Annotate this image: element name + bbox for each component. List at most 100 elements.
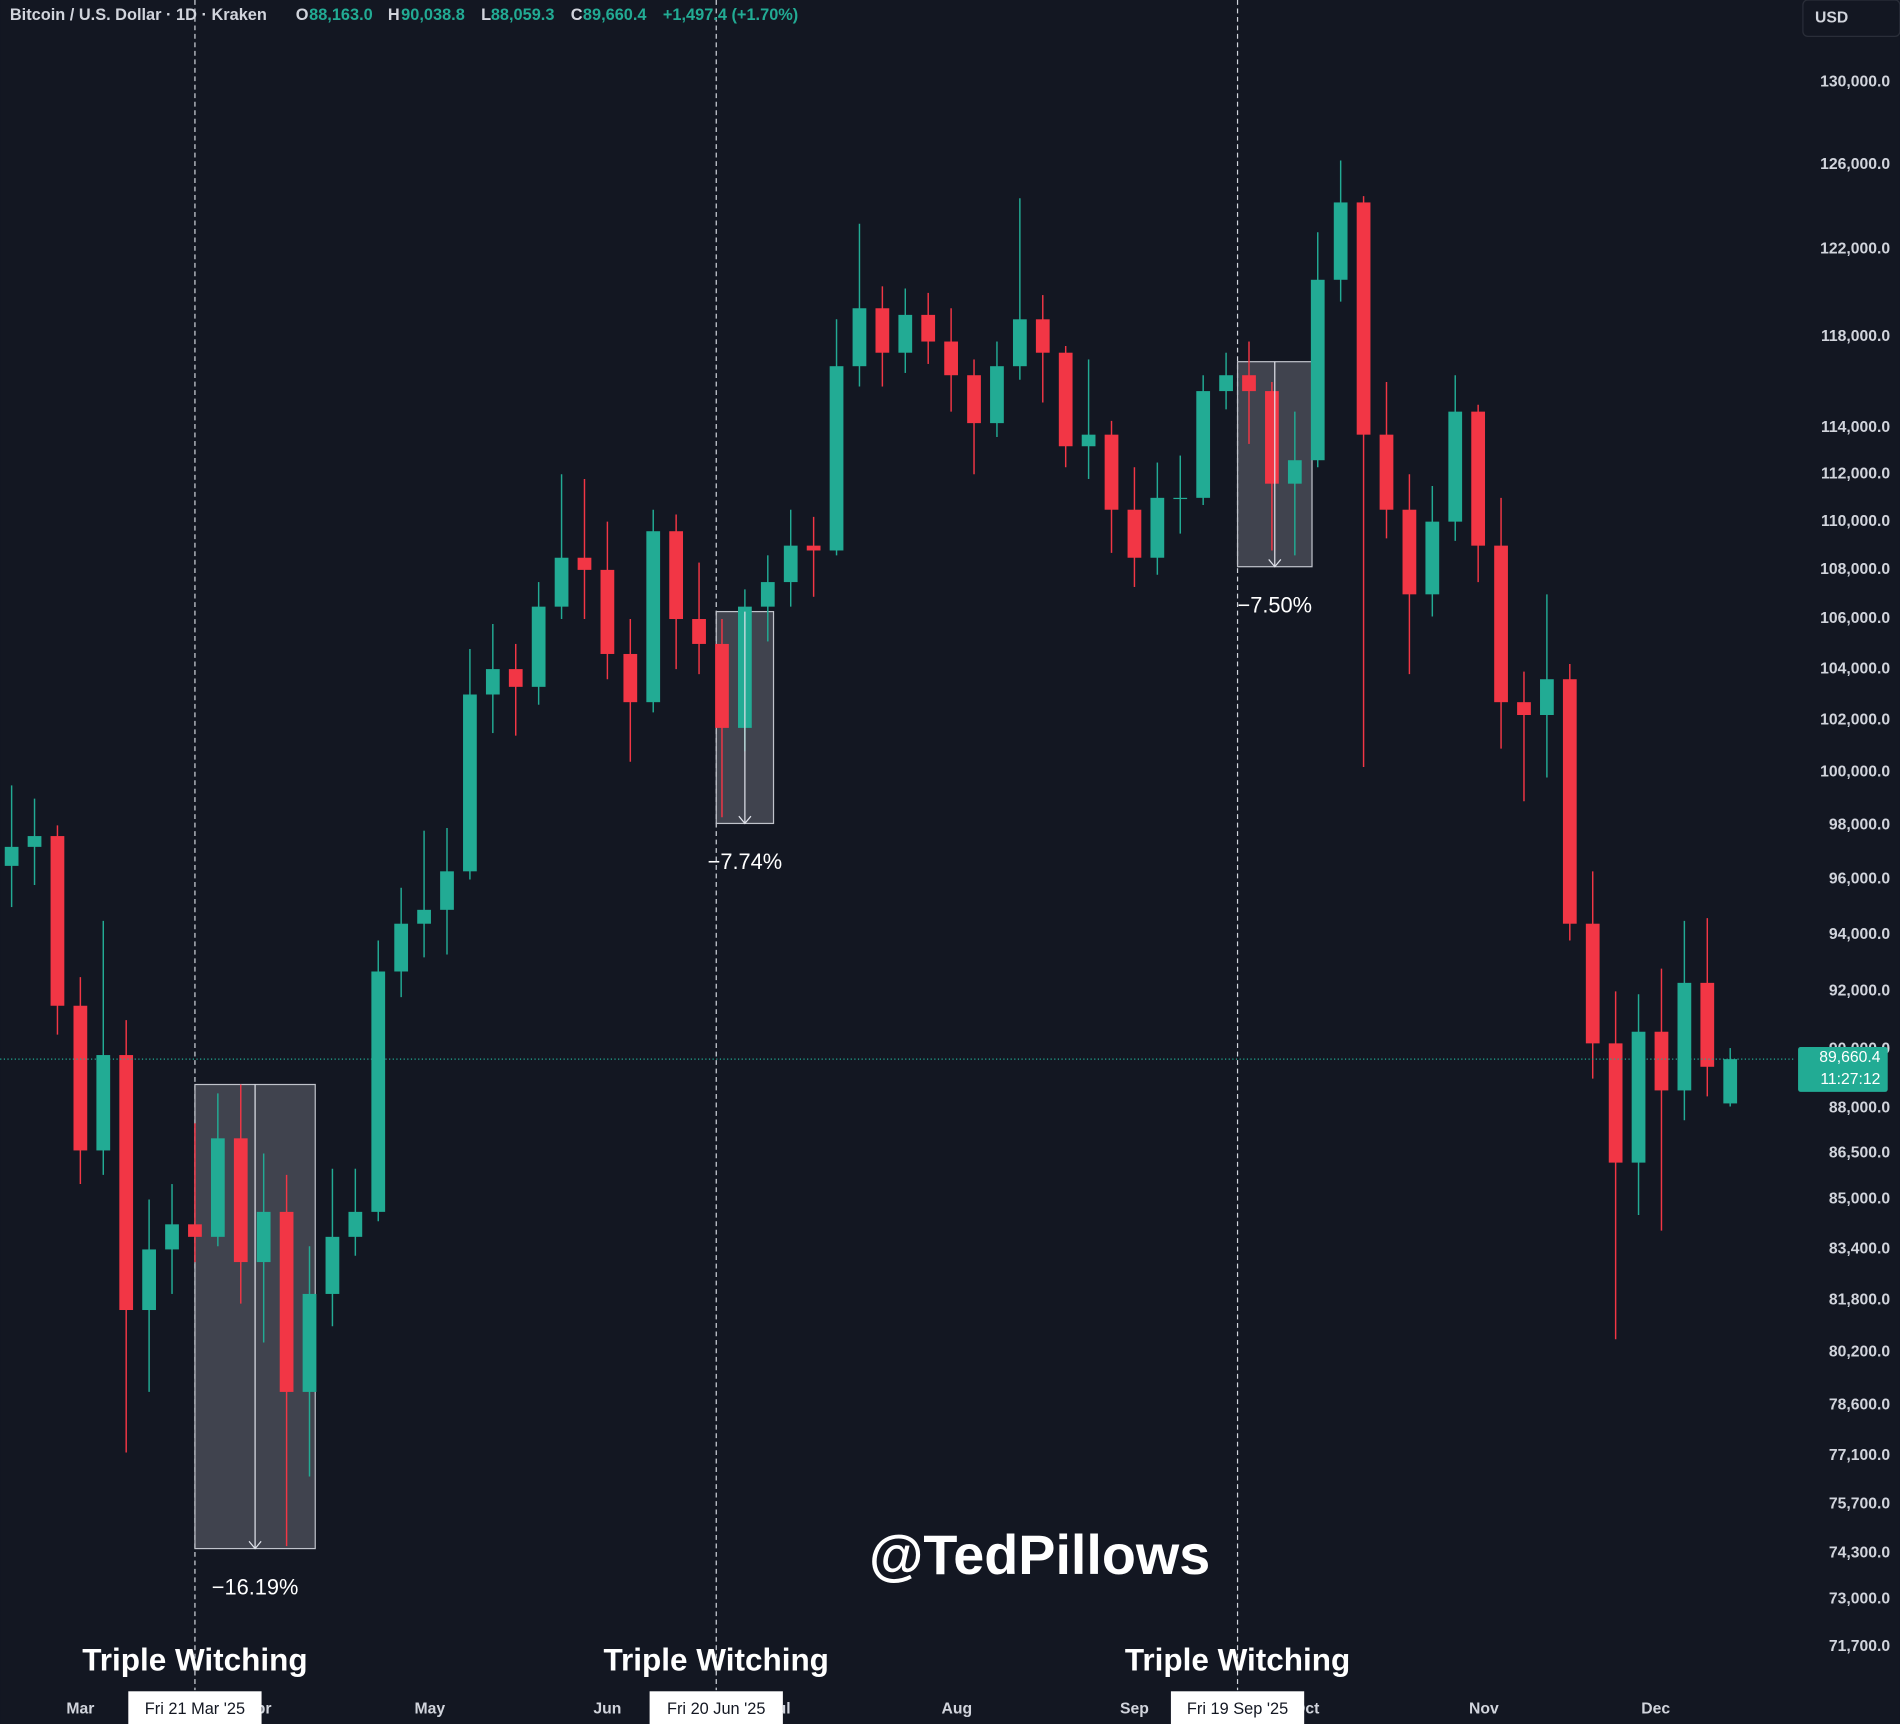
candle-body [1127,509,1142,558]
ohlc-key: L [481,6,491,24]
ohlc-value: 88,163.0 [309,6,373,24]
event-label: Triple Witching [1125,1642,1350,1678]
last-price-label: 89,660.4 [1819,1049,1880,1066]
candle-body [1631,1031,1646,1163]
ohlc-value: 89,660.4 [583,6,647,24]
candle-body [1677,982,1692,1091]
y-tick-label: 96,000.0 [1829,871,1890,888]
measure-label: −7.74% [708,849,783,874]
candle-body [1448,411,1463,522]
candle-body [875,308,890,353]
x-tick-label: May [415,1701,446,1718]
candle-body [1471,411,1486,546]
candle-body [1242,375,1256,392]
countdown: 11:27:12 [1820,1071,1880,1088]
symbol-title: Bitcoin / U.S. Dollar · 1D · Kraken [10,6,267,24]
candle-body [371,971,386,1212]
y-tick-label: 83,400.0 [1829,1241,1890,1258]
candle-body [1654,1031,1669,1091]
candle-body [921,314,936,342]
candle-body [348,1211,363,1237]
candle-body [1196,391,1211,498]
candle-body [1104,434,1119,510]
candle-body [1150,497,1165,558]
candle-body [1035,319,1050,353]
y-tick-label: 86,500.0 [1829,1145,1890,1162]
y-tick-label: 94,000.0 [1829,926,1890,943]
change: +1,497.4 (+1.70%) [663,6,798,24]
axes: 130,000.0 126,000.0 122,000.0 118,000.0 114,… [66,74,1890,1724]
y-tick-label: 75,700.0 [1829,1495,1890,1512]
candle-body [829,366,844,551]
candle-body [554,557,569,607]
candle-body [852,308,867,367]
y-tick-label: 114,000.0 [1821,419,1890,436]
y-tick-label: 77,100.0 [1829,1447,1890,1464]
candle-body [50,836,65,1006]
y-tick-label: 130,000.0 [1820,74,1890,91]
candle-body [279,1211,294,1392]
candle-body [27,836,42,847]
candle-body [96,1055,111,1151]
measure-arrow-head [1268,559,1282,568]
candle-body [210,1138,225,1237]
x-tick-label: Nov [1469,1701,1499,1718]
date-label: Fri 21 Mar '25 [145,1700,245,1718]
candle-body [669,531,684,620]
candle-body [1700,982,1715,1067]
y-tick-label: 74,300.0 [1829,1544,1890,1561]
candle-body [302,1293,317,1392]
currency[interactable]: USD [1815,9,1848,26]
candle-body [1173,497,1188,500]
last-price-box [1798,1047,1888,1092]
x-tick-label: Dec [1641,1701,1670,1718]
candle-body [1723,1059,1738,1104]
candle-body [325,1236,340,1294]
ohlc-key: O [296,6,309,24]
ohlc-legend: O 88,163.0 H 90,038.8 L 88,059.3 C 89,660.4 +1,4… [296,6,798,24]
candle-body [783,545,798,583]
event-label: Triple Witching [82,1642,307,1678]
candle-body [1219,375,1233,392]
y-tick-label: 73,000.0 [1829,1591,1890,1608]
candle-body [1287,460,1302,484]
candle-body [4,846,19,866]
y-tick-label: 106,000.0 [1820,610,1890,627]
candle-body [760,582,775,607]
date-box [128,1691,262,1724]
candle-body [1058,352,1073,447]
candle-body [463,694,477,872]
overlay-layer: −16.19% Triple Witching −7.74% Triple Witch… [0,361,1794,1678]
y-tick-label: 88,000.0 [1829,1099,1890,1116]
candle-body [990,366,1004,424]
ohlc-key: H [388,6,400,24]
y-tick-label: 85,000.0 [1829,1191,1890,1208]
candle-body [1540,679,1554,715]
candle-body [440,871,454,910]
date-box [1170,1691,1305,1724]
measure-label: −7.50% [1238,592,1313,617]
candle-body [1402,509,1417,595]
y-tick-label: 92,000.0 [1829,983,1890,1000]
y-tick-label: 100,000.0 [1820,763,1890,780]
y-tick-label: 104,000.0 [1820,660,1890,677]
event-label: Triple Witching [604,1642,829,1678]
date-label: Fri 20 Jun '25 [667,1700,766,1718]
candle-body [1265,391,1279,484]
candle-body [417,909,431,924]
y-tick-label: 80,200.0 [1829,1343,1890,1360]
y-tick-label: 98,000.0 [1829,816,1890,833]
measure-arrow-head [738,815,752,825]
candle-body [1585,923,1600,1044]
x-tick-label: Jun [593,1701,621,1718]
y-tick-label: 112,000.0 [1821,465,1890,482]
candle-body [531,606,546,687]
candle-body [1425,521,1440,595]
measure-label: −16.19% [212,1574,299,1599]
y-tick-label: 108,000.0 [1820,561,1890,578]
candle-body [233,1138,248,1263]
candle-body [623,653,638,703]
